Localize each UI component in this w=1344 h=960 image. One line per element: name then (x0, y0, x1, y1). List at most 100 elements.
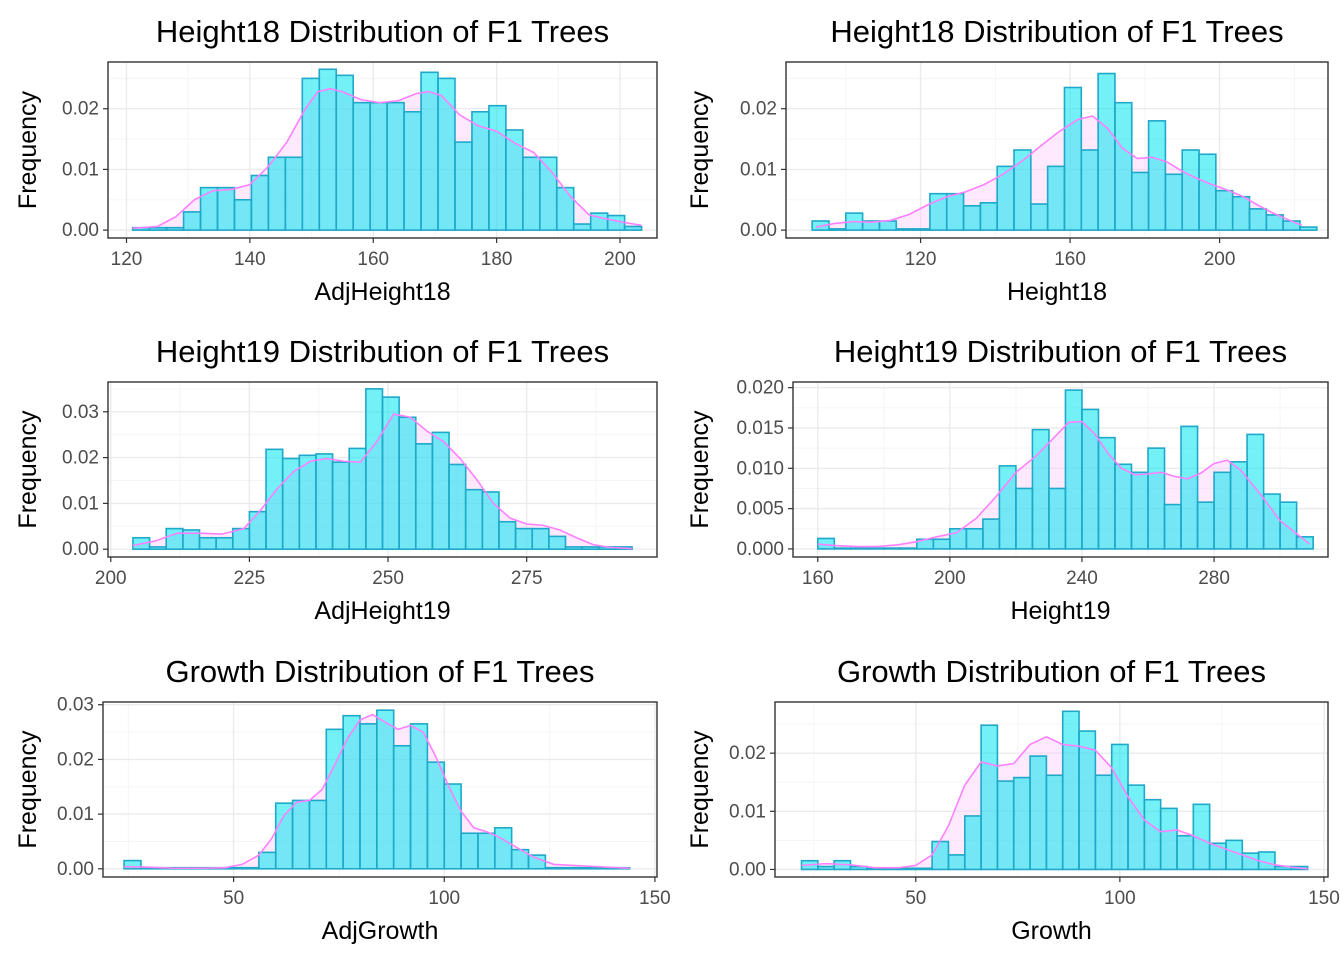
histogram-bar (1279, 501, 1298, 550)
x-tick-label: 120 (111, 249, 143, 270)
histogram-bar (1048, 487, 1067, 550)
histogram-bar (1114, 101, 1133, 231)
y-axis-label: Frequency (14, 90, 42, 209)
x-tick-label: 100 (1104, 888, 1136, 909)
x-tick-label: 280 (1198, 568, 1230, 589)
y-tick-label: 0.00 (740, 220, 777, 241)
histogram-bar (1163, 503, 1182, 550)
histogram-bar (335, 74, 354, 231)
histogram-bar (431, 431, 450, 551)
chart-title: Height18 Distribution of F1 Trees (830, 14, 1283, 49)
histogram-bar (544, 866, 564, 870)
histogram-bar (555, 186, 575, 231)
x-tick-label: 240 (1066, 568, 1098, 589)
histogram-bar (165, 226, 185, 231)
histogram-bar (376, 709, 395, 870)
histogram-bar (548, 535, 567, 551)
histogram-bar (342, 714, 361, 870)
y-tick-label: 0.02 (729, 743, 766, 764)
histogram-bar (298, 454, 317, 551)
y-axis-label: Frequency (686, 410, 714, 529)
histogram-bar (581, 546, 600, 551)
x-tick-label: 160 (1054, 249, 1086, 270)
histogram-bar (527, 854, 547, 870)
histogram-bar (623, 225, 643, 231)
x-tick-label: 200 (934, 568, 966, 589)
x-tick-label: 100 (428, 888, 460, 909)
density-line (132, 413, 633, 550)
histogram-bar (464, 488, 484, 551)
histogram-bar (443, 783, 462, 870)
histogram-bar (833, 547, 852, 550)
y-tick-label: 0.00 (57, 859, 94, 880)
histogram-bar (514, 527, 534, 551)
histogram-bar (1130, 171, 1150, 231)
histogram-bar (929, 192, 948, 231)
histogram-bar (1225, 839, 1244, 871)
histogram-bar (982, 518, 1001, 550)
y-tick-label: 0.01 (57, 804, 94, 825)
histogram-bar (1030, 203, 1049, 231)
histogram-bar (414, 443, 434, 551)
histogram-bar (291, 799, 311, 870)
histogram-bar (148, 226, 168, 231)
histogram-panel-3: 200 225 250 275 0.00 0.01 0.02 0.03 Height19 Dis… (14, 334, 658, 625)
histogram-bar (1246, 433, 1265, 550)
histogram-bar (284, 156, 304, 231)
histogram-bar (352, 101, 371, 231)
histogram-bar (1063, 86, 1083, 231)
y-axis-label: Frequency (686, 730, 714, 849)
histogram-bar (182, 211, 202, 231)
panel-border (107, 381, 658, 558)
y-tick-label: 0.005 (736, 499, 784, 520)
histogram-bar (1127, 784, 1146, 871)
histogram-bar (895, 228, 914, 231)
histogram-bar (1012, 776, 1031, 871)
y-axis-label: Frequency (14, 410, 42, 529)
histogram-bar (1215, 189, 1234, 231)
histogram-bar (1147, 120, 1167, 231)
histogram-bar (878, 220, 898, 231)
histogram-bar (1013, 149, 1032, 231)
x-tick-label: 250 (372, 568, 404, 589)
histogram-bar (1147, 447, 1166, 550)
histogram-bar (883, 547, 902, 550)
histogram-bar (369, 101, 388, 231)
x-tick-label: 160 (357, 249, 389, 270)
histogram-bar (233, 198, 253, 231)
chart-title: Height19 Distribution of F1 Trees (156, 334, 609, 369)
x-axis-label: Height19 (1010, 597, 1110, 625)
histogram-bar (932, 538, 951, 550)
x-tick-label: 200 (604, 249, 636, 270)
panel-border (107, 61, 658, 239)
histogram-bar (267, 156, 287, 231)
y-tick-label: 0.00 (62, 539, 99, 560)
histogram-bar (403, 110, 422, 231)
y-tick-label: 0.02 (740, 99, 777, 120)
histogram-bar (945, 192, 965, 231)
histogram-bar (231, 527, 251, 551)
histogram-bar (817, 865, 835, 871)
histogram-bar (308, 799, 328, 870)
y-tick-label: 0.01 (729, 801, 766, 822)
y-tick-label: 0.020 (736, 378, 784, 399)
histogram-bar (1231, 195, 1251, 231)
histogram-bar (979, 202, 998, 231)
histogram-bar (198, 536, 217, 551)
histogram-bar (965, 527, 984, 550)
x-axis-label: AdjGrowth (322, 917, 439, 945)
y-tick-label: 0.02 (62, 448, 99, 469)
y-tick-label: 0.00 (729, 859, 766, 880)
x-axis-label: AdjHeight18 (314, 278, 450, 306)
histogram-bar (1213, 471, 1232, 550)
histogram-bar (963, 815, 982, 871)
chart-title: Growth Distribution of F1 Trees (837, 654, 1266, 689)
histogram-bar (816, 537, 836, 550)
x-tick-label: 200 (95, 568, 127, 589)
histogram-bar (947, 854, 966, 871)
histogram-bar (318, 68, 338, 231)
histogram-bar (1114, 463, 1133, 550)
histogram-bar (1159, 807, 1178, 871)
x-tick-label: 150 (1308, 888, 1340, 909)
